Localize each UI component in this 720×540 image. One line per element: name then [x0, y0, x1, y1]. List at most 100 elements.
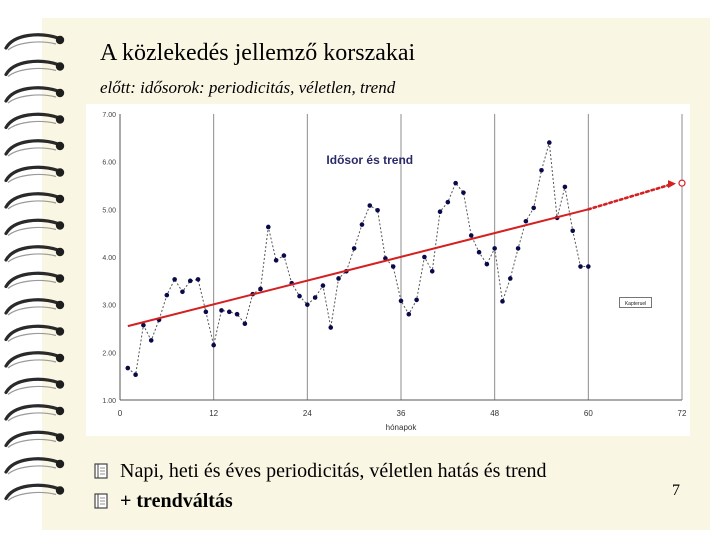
- spiral-ring: [4, 218, 65, 236]
- spiral-wire-highlight: [7, 173, 57, 183]
- spiral-wire-highlight: [7, 120, 57, 130]
- spiral-wire-highlight: [7, 67, 57, 77]
- data-point: [305, 302, 310, 307]
- legend-label: Kapteruel: [625, 301, 646, 307]
- spiral-hole: [55, 459, 65, 469]
- data-point: [219, 308, 224, 313]
- spiral-wire-highlight: [7, 253, 57, 263]
- spiral-ring: [4, 324, 65, 342]
- bullet-item: Napi, heti és éves periodicitás, véletle…: [92, 456, 547, 486]
- spiral-hole: [55, 62, 65, 71]
- data-point: [226, 309, 232, 315]
- spiral-wire-highlight: [7, 465, 57, 475]
- spiral-wire: [4, 192, 60, 209]
- data-point: [133, 372, 138, 378]
- data-point: [187, 278, 193, 284]
- spiral-wire: [4, 218, 60, 236]
- x-tick-label: 0: [118, 409, 123, 418]
- data-point: [547, 140, 552, 145]
- spiral-ring: [4, 112, 65, 130]
- data-point: [367, 203, 373, 208]
- spiral-wire: [4, 59, 60, 77]
- data-point: [515, 246, 521, 251]
- data-point: [211, 342, 216, 348]
- spiral-wire: [4, 404, 60, 421]
- data-point: [281, 253, 287, 258]
- spiral-ring: [4, 192, 65, 210]
- spiral-hole: [55, 115, 65, 124]
- spiral-hole: [55, 221, 65, 230]
- data-point: [328, 325, 334, 330]
- data-point: [125, 365, 131, 371]
- spiral-wire-highlight: [7, 438, 57, 448]
- spiral-hole: [55, 168, 65, 177]
- bullet-text: + trendváltás: [120, 489, 233, 512]
- spiral-hole: [55, 88, 65, 98]
- data-point: [586, 264, 591, 269]
- data-point: [172, 277, 177, 282]
- data-point: [320, 283, 326, 288]
- spiral-ring: [4, 351, 65, 369]
- x-tick-label: 48: [490, 409, 499, 418]
- data-point: [406, 311, 412, 317]
- x-axis-title: hónapok: [386, 423, 418, 432]
- slide-title: A közlekedés jellemző korszakai: [100, 40, 416, 66]
- spiral-wire: [4, 165, 60, 183]
- spiral-wire: [4, 483, 60, 501]
- spiral-wire-highlight: [7, 200, 57, 210]
- spiral-wire: [4, 430, 60, 448]
- chart-svg: 0 12 24 36 48 60 72 1.00 2.00 3.00 4.00 5.00 6.00 7.0…: [102, 112, 687, 432]
- spiral-wire-highlight: [7, 279, 57, 289]
- spiral-wire-highlight: [7, 226, 57, 236]
- spiral-wire-highlight: [7, 94, 57, 104]
- spiral-hole: [55, 35, 65, 45]
- spiral-wire: [4, 377, 60, 395]
- data-point: [398, 298, 404, 304]
- data-point: [266, 224, 271, 230]
- data-point: [500, 299, 505, 304]
- bullet-item: + trendváltás: [92, 486, 547, 516]
- data-point: [578, 264, 583, 269]
- spiral-wire-highlight: [7, 491, 57, 501]
- data-point: [523, 218, 529, 224]
- spiral-hole: [55, 247, 65, 257]
- slide-subtitle: előtt: idősorok: periodicitás, véletlen,…: [100, 78, 396, 97]
- spiral-hole: [55, 194, 65, 204]
- data-point: [258, 286, 263, 292]
- data-point: [492, 246, 497, 251]
- spiral-wire: [4, 351, 60, 368]
- data-point: [203, 309, 209, 315]
- spiral-hole: [55, 433, 65, 442]
- data-point: [234, 311, 240, 317]
- data-point: [375, 207, 380, 213]
- spiral-ring: [4, 165, 65, 183]
- spiral-wire: [4, 271, 60, 289]
- spiral-hole: [55, 327, 65, 336]
- spiral-wire: [4, 298, 60, 315]
- spiral-wire: [4, 245, 60, 262]
- data-point: [476, 249, 482, 255]
- spiral-ring: [4, 59, 65, 77]
- spiral-ring: [4, 483, 65, 501]
- y-tick-label: 2.00: [102, 350, 116, 357]
- y-tick-label: 5.00: [102, 207, 116, 214]
- y-tick-label: 4.00: [102, 255, 116, 262]
- spiral-ring: [4, 139, 65, 157]
- bullet-list: Napi, heti és éves periodicitás, véletle…: [92, 456, 547, 516]
- data-point: [336, 276, 341, 281]
- data-point: [141, 322, 146, 328]
- data-point: [312, 295, 318, 300]
- data-point: [461, 190, 466, 195]
- trend-end-marker: [678, 179, 686, 187]
- data-point: [273, 258, 279, 263]
- trend-arrow-head: [668, 180, 676, 189]
- x-tick-label: 24: [303, 409, 312, 418]
- chart-title: Idősor és trend: [326, 153, 413, 167]
- data-point: [195, 277, 201, 282]
- spiral-wire-highlight: [7, 385, 57, 395]
- spiral-ring: [4, 404, 65, 422]
- notebook-spiral: [4, 33, 65, 501]
- spiral-hole: [55, 141, 65, 151]
- bullet-text: Napi, heti és éves periodicitás, véletle…: [120, 459, 547, 482]
